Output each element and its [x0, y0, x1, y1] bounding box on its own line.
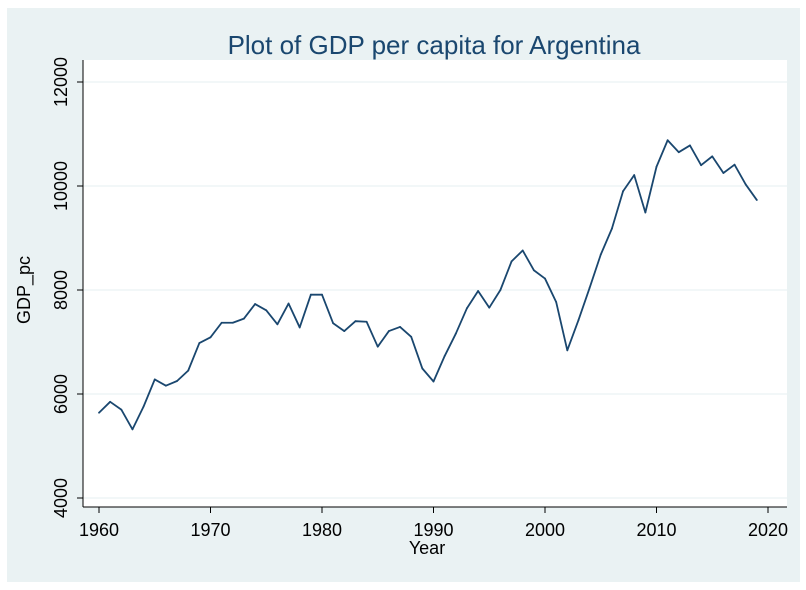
line-chart: Plot of GDP per capita for Argentina 400… — [14, 30, 788, 558]
data-point — [131, 428, 134, 431]
data-point — [187, 369, 190, 372]
x-tick-label: 2020 — [748, 520, 788, 540]
data-point — [309, 293, 312, 296]
data-point — [644, 211, 647, 214]
data-point — [744, 183, 747, 186]
data-point — [755, 199, 758, 201]
data-point — [677, 151, 680, 154]
data-point — [343, 330, 346, 332]
data-point — [622, 190, 624, 193]
data-point — [376, 345, 379, 348]
data-point — [142, 405, 145, 408]
data-point — [466, 307, 468, 310]
data-point — [243, 317, 245, 320]
data-point — [521, 249, 524, 252]
data-point — [209, 336, 212, 339]
data-point — [365, 320, 368, 323]
data-point — [532, 269, 535, 272]
series-points — [98, 139, 758, 431]
data-point — [577, 319, 580, 322]
chart-title: Plot of GDP per capita for Argentina — [228, 30, 641, 60]
x-axis-label: Year — [409, 538, 445, 558]
data-point — [399, 326, 401, 328]
y-tick-label: 10000 — [51, 161, 71, 211]
x-tick-label: 1970 — [190, 520, 230, 540]
data-point — [198, 342, 201, 344]
data-point — [421, 367, 424, 370]
data-point — [477, 290, 479, 292]
data-point — [454, 332, 457, 335]
x-tick-label: 1960 — [79, 520, 119, 540]
data-point — [410, 335, 413, 338]
data-point — [287, 302, 290, 305]
data-point — [700, 164, 702, 167]
plot-area — [83, 60, 787, 507]
data-point — [588, 287, 591, 289]
data-point — [432, 380, 435, 383]
data-point — [109, 400, 112, 403]
y-tick-label: 8000 — [51, 270, 71, 310]
data-point — [666, 139, 669, 142]
axis-ticks: 4000 6000 8000 10000 12000 1960 1970 1980 1990 20… — [51, 57, 788, 540]
data-point — [354, 320, 357, 323]
y-tick-label: 4000 — [51, 478, 71, 518]
data-point — [321, 293, 323, 296]
y-tick-label: 6000 — [51, 374, 71, 414]
data-point — [611, 227, 613, 230]
data-point — [499, 289, 502, 291]
data-point — [176, 380, 178, 382]
chart-frame: Plot of GDP per capita for Argentina 400… — [7, 8, 800, 582]
x-tick-label: 1990 — [413, 520, 453, 540]
data-point — [689, 144, 691, 147]
data-point — [153, 378, 156, 381]
data-point — [555, 301, 558, 303]
data-point — [276, 323, 279, 326]
x-tick-label: 2010 — [636, 520, 676, 540]
data-point — [488, 306, 491, 309]
series-line-gdp-pc — [98, 139, 758, 431]
data-point — [722, 172, 725, 174]
data-point — [566, 349, 569, 352]
data-point — [443, 355, 446, 357]
data-point — [388, 330, 390, 332]
data-point — [633, 174, 636, 176]
grid-lines — [83, 81, 787, 499]
data-point — [510, 260, 513, 263]
data-point — [265, 309, 268, 312]
data-point — [254, 303, 256, 305]
data-point — [120, 408, 123, 411]
data-point — [298, 326, 301, 329]
data-point — [165, 384, 167, 387]
data-point — [711, 155, 714, 158]
data-point — [220, 321, 223, 324]
x-tick-label: 1980 — [302, 520, 342, 540]
y-axis-label: GDP_pc — [14, 256, 35, 324]
data-point — [544, 277, 546, 280]
x-tick-label: 2000 — [525, 520, 565, 540]
data-point — [231, 321, 234, 324]
data-point — [98, 411, 100, 414]
data-point — [332, 322, 335, 325]
y-tick-label: 12000 — [51, 57, 71, 107]
data-point — [733, 163, 736, 166]
data-point — [655, 165, 658, 168]
data-point — [599, 253, 602, 256]
